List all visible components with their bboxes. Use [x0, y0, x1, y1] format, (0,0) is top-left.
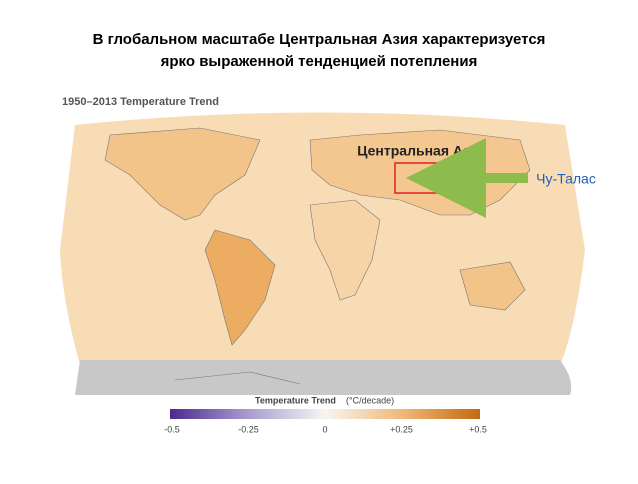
- legend-title: Temperature Trend: [255, 395, 336, 405]
- legend-tick-label: +0.25: [390, 424, 413, 434]
- legend-ticks: -0.5 -0.25 0 +0.25 +0.5: [164, 424, 487, 434]
- antarctica: [75, 360, 572, 395]
- map-title: 1950–2013 Temperature Trend: [62, 96, 219, 108]
- color-bar: [170, 409, 480, 419]
- legend-unit: (°C/decade): [346, 395, 394, 405]
- site-marker: [416, 171, 430, 185]
- africa: [309, 199, 381, 301]
- legend-tick-label: +0.5: [469, 424, 487, 434]
- region-label: Центральная Азия: [357, 143, 486, 159]
- slide-title: В глобальном масштабе Центральная Азия х…: [93, 31, 546, 48]
- north-america: [104, 127, 261, 221]
- south-america: [204, 229, 276, 346]
- legend-tick-label: 0: [322, 424, 327, 434]
- legend-tick-label: -0.5: [164, 424, 180, 434]
- slide-title: ярко выраженной тенденцией потепления: [161, 53, 478, 70]
- australia: [459, 261, 526, 311]
- site-label: Чу-Талас: [536, 171, 596, 187]
- world-map: [60, 112, 585, 395]
- legend-tick-label: -0.25: [238, 424, 259, 434]
- antarctic-coast: [174, 371, 301, 385]
